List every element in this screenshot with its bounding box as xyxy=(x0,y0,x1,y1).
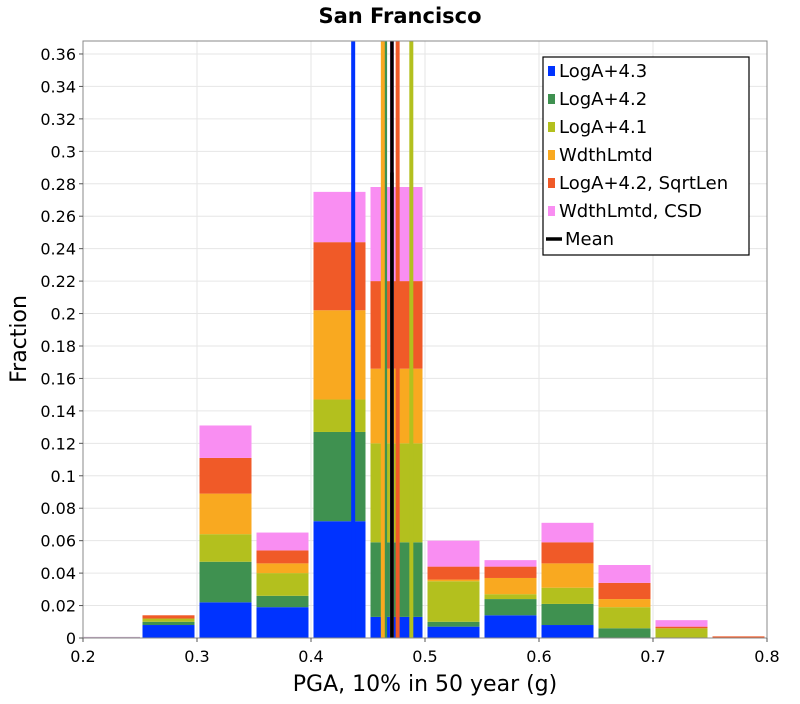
bar-segment-1 xyxy=(256,595,309,608)
legend-label: LogA+4.3 xyxy=(559,61,647,82)
bar-segment-3 xyxy=(427,579,480,582)
y-tick-label: 0.08 xyxy=(40,499,76,518)
y-tick-label: 0.22 xyxy=(40,272,76,291)
legend-swatch xyxy=(548,122,555,132)
x-tick-label: 0.8 xyxy=(754,647,779,666)
bar-segment-1 xyxy=(199,561,252,603)
bar-segment-4 xyxy=(199,457,252,494)
y-tick-label: 0.02 xyxy=(40,597,76,616)
bar-segment-4 xyxy=(484,566,537,578)
bar-segment-1 xyxy=(142,621,195,626)
y-tick-label: 0.32 xyxy=(40,110,76,129)
bar-segment-2 xyxy=(427,581,480,622)
bar-segment-4 xyxy=(427,566,480,580)
x-axis-ticks: 0.2 0.3 0.4 0.5 0.6 0.7 0.8 xyxy=(70,638,780,666)
legend-swatch xyxy=(548,178,555,188)
x-tick-label: 0.3 xyxy=(184,647,209,666)
y-tick-label: 0.3 xyxy=(51,142,76,161)
y-tick-label: 0.06 xyxy=(40,532,76,551)
y-tick-label: 0.18 xyxy=(40,337,76,356)
bar-segment-4 xyxy=(541,542,594,564)
y-tick-label: 0.26 xyxy=(40,207,76,226)
bar-segment-5 xyxy=(598,564,651,583)
bar-segment-0 xyxy=(313,521,366,638)
bar-segment-1 xyxy=(541,603,594,626)
x-tick-label: 0.7 xyxy=(640,647,665,666)
bar-segment-3 xyxy=(199,493,252,535)
bar-segment-5 xyxy=(313,191,366,243)
bar-segment-5 xyxy=(655,620,708,627)
bar-segment-0 xyxy=(484,615,537,638)
bar-segment-4 xyxy=(313,242,366,311)
bar-segment-2 xyxy=(199,534,252,562)
x-tick-label: 0.5 xyxy=(412,647,437,666)
bar-segment-3 xyxy=(484,577,537,595)
bar-segment-5 xyxy=(427,540,480,567)
y-tick-label: 0.2 xyxy=(51,305,76,324)
legend-swatch xyxy=(548,150,555,160)
bar-segment-2 xyxy=(142,618,195,622)
bar-segment-1 xyxy=(427,621,480,627)
legend-label: WdthLmtd, CSD xyxy=(559,201,702,222)
bar-segment-4 xyxy=(598,582,651,600)
bar-segment-1 xyxy=(484,599,537,616)
bar-segment-2 xyxy=(313,399,366,432)
bar-segment-5 xyxy=(256,532,309,551)
y-tick-label: 0.34 xyxy=(40,77,76,96)
bar-segment-0 xyxy=(142,625,195,638)
y-tick-label: 0.12 xyxy=(40,434,76,453)
y-tick-label: 0.36 xyxy=(40,45,76,64)
mean-lines xyxy=(351,41,414,638)
bar-segment-1 xyxy=(313,431,366,522)
x-tick-label: 0.4 xyxy=(298,647,323,666)
bar-segment-2 xyxy=(598,607,651,629)
legend-swatch xyxy=(548,206,555,216)
y-tick-label: 0.24 xyxy=(40,240,76,259)
bar-segment-2 xyxy=(541,587,594,604)
legend-label: LogA+4.2 xyxy=(559,89,647,110)
bar-segment-3 xyxy=(313,310,366,400)
bar-segment-2 xyxy=(256,573,309,596)
bar-segment-4 xyxy=(142,615,195,619)
y-tick-label: 0 xyxy=(66,629,76,648)
legend: LogA+4.3 LogA+4.2 LogA+4.1 WdthLmtd LogA+4.2… xyxy=(542,56,750,256)
y-tick-label: 0.14 xyxy=(40,402,76,421)
x-axis-label: PGA, 10% in 50 year (g) xyxy=(293,672,557,697)
bar-segment-3 xyxy=(541,563,594,588)
y-tick-label: 0.1 xyxy=(51,467,76,486)
legend-box xyxy=(542,56,750,256)
bar-segment-5 xyxy=(199,425,252,458)
bar-segment-0 xyxy=(199,602,252,638)
bar-segment-0 xyxy=(541,625,594,638)
x-tick-label: 0.2 xyxy=(70,647,95,666)
bar-segment-0 xyxy=(256,607,309,638)
legend-label: Mean xyxy=(565,229,614,250)
legend-swatch xyxy=(548,66,555,76)
bar-segment-4 xyxy=(256,550,309,564)
bar-segment-1 xyxy=(598,628,651,638)
bar-segment-4 xyxy=(655,626,708,629)
bar-segment-4 xyxy=(712,636,765,638)
bar-segment-5 xyxy=(484,560,537,567)
bar-segment-2 xyxy=(655,628,708,638)
legend-swatch xyxy=(548,94,555,104)
bar-segment-2 xyxy=(484,594,537,600)
y-tick-label: 0.04 xyxy=(40,564,76,583)
x-tick-label: 0.6 xyxy=(526,647,551,666)
y-tick-label: 0.28 xyxy=(40,175,76,194)
legend-label: LogA+4.1 xyxy=(559,117,647,138)
legend-label: LogA+4.2, SqrtLen xyxy=(559,173,728,194)
y-axis-ticks: 0 0.02 0.04 0.06 0.08 0.1 0.12 0.14 0.16 0.18 0.2 0… xyxy=(40,45,83,648)
bar-segment-3 xyxy=(256,563,309,574)
bar-segment-3 xyxy=(598,599,651,608)
bar-segment-0 xyxy=(427,626,480,638)
chart-title: San Francisco xyxy=(318,4,481,28)
y-axis-label: Fraction xyxy=(7,295,32,383)
y-tick-label: 0.16 xyxy=(40,369,76,388)
legend-label: WdthLmtd xyxy=(559,145,653,166)
bar-segment-5 xyxy=(541,522,594,543)
